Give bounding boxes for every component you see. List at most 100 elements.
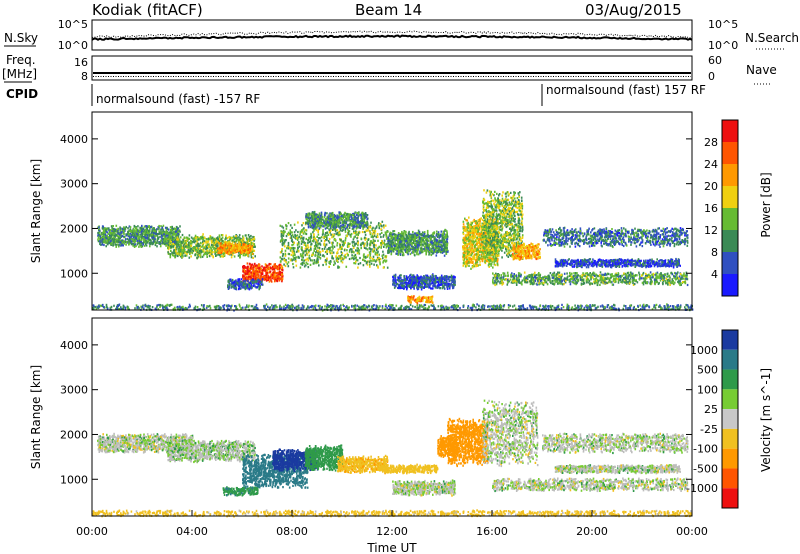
scatter-point	[300, 240, 303, 243]
scatter-point	[378, 222, 380, 225]
scatter-point	[146, 225, 148, 228]
scatter-point	[249, 237, 251, 241]
scatter-point	[307, 266, 310, 269]
scatter-point	[322, 229, 324, 232]
scatter-point	[196, 251, 199, 254]
scatter-point	[187, 238, 189, 241]
scatter-point	[271, 273, 274, 276]
scatter-point	[121, 234, 123, 237]
scatter-point	[372, 229, 375, 232]
scatter-point	[371, 241, 374, 245]
scatter-point	[189, 244, 192, 247]
scatter-point	[339, 217, 342, 220]
scatter-point	[372, 257, 374, 261]
scatter-point	[149, 238, 151, 241]
scatter-point	[380, 235, 382, 239]
scatter-point	[141, 234, 144, 238]
scatter-point	[287, 247, 290, 250]
scatter-point	[180, 255, 182, 258]
scatter-point	[240, 278, 243, 281]
scatter-point	[181, 252, 184, 255]
scatter-point	[316, 235, 318, 238]
scatter-point	[387, 251, 390, 254]
scatter-point	[246, 280, 249, 283]
scatter-point	[152, 229, 154, 232]
scatter-point	[292, 266, 295, 269]
scatter-point	[401, 230, 403, 234]
scatter-point	[217, 238, 219, 241]
scatter-point	[287, 244, 290, 247]
scatter-point	[291, 240, 294, 243]
freq-panel: Freq. [MHz] 16 8 60 0 Nave	[2, 53, 777, 85]
scatter-point	[174, 256, 176, 259]
scatter-point	[344, 227, 347, 230]
scatter-point	[300, 242, 303, 245]
scatter-point	[186, 236, 189, 240]
scatter-point	[230, 285, 233, 288]
scatter-point	[325, 243, 328, 246]
freq-tick-bottom: 8	[81, 70, 88, 83]
scatter-point	[215, 240, 217, 243]
scatter-point	[231, 250, 234, 253]
scatter-point	[290, 236, 293, 240]
scatter-point	[192, 249, 194, 252]
scatter-point	[370, 221, 372, 224]
scatter-point	[211, 251, 214, 254]
scatter-point	[291, 250, 294, 253]
scatter-point	[290, 253, 293, 256]
scatter-point	[353, 254, 355, 258]
scatter-point	[372, 255, 375, 258]
scatter-point	[328, 237, 331, 241]
scatter-point	[243, 246, 246, 249]
scatter-point	[156, 233, 158, 236]
scatter-point	[319, 256, 322, 259]
scatter-point	[215, 254, 217, 257]
scatter-point	[337, 266, 339, 269]
scatter-point	[145, 239, 147, 242]
scatter-point	[326, 220, 329, 223]
nsky-tick-top: 10^5	[58, 18, 88, 31]
scatter-point	[98, 226, 100, 229]
scatter-point	[123, 236, 125, 239]
scatter-point	[326, 249, 328, 252]
scatter-point	[304, 242, 307, 245]
scatter-point	[305, 248, 308, 251]
scatter-point	[387, 236, 390, 239]
scatter-point	[397, 252, 400, 255]
scatter-point	[240, 239, 243, 242]
scatter-point	[318, 264, 320, 267]
scatter-point	[314, 241, 317, 244]
scatter-point	[382, 261, 384, 264]
scatter-point	[207, 251, 210, 254]
scatter-point	[424, 235, 427, 238]
scatter-point	[247, 254, 249, 257]
scatter-point	[332, 222, 334, 225]
scatter-point	[206, 251, 209, 254]
scatter-point	[357, 242, 359, 245]
scatter-point	[194, 237, 197, 240]
scatter-point	[433, 237, 436, 240]
scatter-point	[129, 240, 131, 243]
scatter-point	[146, 241, 148, 244]
scatter-point	[99, 238, 101, 241]
scatter-point	[199, 256, 202, 259]
scatter-point	[149, 241, 152, 244]
scatter-point	[265, 273, 267, 277]
scatter-point	[130, 240, 133, 243]
scatter-point	[363, 256, 365, 259]
scatter-point	[303, 230, 306, 233]
scatter-point	[249, 241, 252, 244]
scatter-point	[165, 232, 167, 235]
scatter-point	[311, 259, 314, 262]
scatter-point	[437, 233, 440, 236]
scatter-point	[384, 260, 387, 263]
scatter-point	[206, 255, 208, 258]
nsearch-tick-top: 10^5	[708, 18, 738, 31]
scatter-point	[187, 248, 190, 252]
scatter-point	[303, 262, 306, 265]
scatter-point	[139, 235, 141, 238]
scatter-point	[239, 283, 241, 286]
scatter-point	[205, 245, 208, 248]
scatter-point	[144, 231, 146, 234]
scatter-point	[376, 258, 379, 261]
